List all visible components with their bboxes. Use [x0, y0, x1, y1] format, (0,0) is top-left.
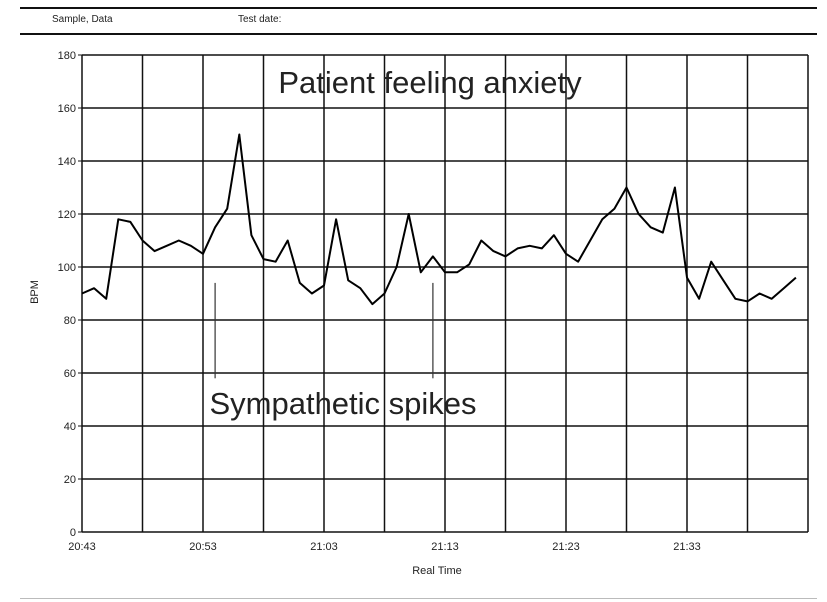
y-tick-label: 0: [70, 527, 76, 539]
header-top-rule: [20, 7, 817, 9]
footer-rule: [20, 598, 817, 599]
y-tick-label: 40: [64, 421, 76, 433]
y-tick-label: 180: [58, 50, 76, 62]
x-tick-label: 21:23: [552, 541, 580, 553]
chart-grid: [81, 54, 809, 533]
x-tick-label: 21:33: [673, 541, 701, 553]
y-tick-label: 120: [58, 209, 76, 221]
sample-label: Sample, Data: [52, 14, 113, 25]
y-tick-label: 160: [58, 103, 76, 115]
x-tick-label: 21:13: [431, 541, 459, 553]
header-bottom-rule: [20, 33, 817, 35]
test-date-label: Test date:: [238, 14, 282, 25]
y-tick-label: 100: [58, 262, 76, 274]
x-axis: 20:43 20:53 21:03 21:13 21:23 21:33: [68, 541, 701, 553]
x-tick-label: 20:53: [189, 541, 217, 553]
annotation-markers: [214, 282, 434, 379]
y-tick-label: 140: [58, 156, 76, 168]
y-tick-label: 60: [64, 368, 76, 380]
anxiety-annotation: Patient feeling anxiety: [278, 65, 582, 100]
bpm-series-line: [81, 133, 797, 306]
y-tick-label: 80: [64, 315, 76, 327]
y-axis-label: BPM: [29, 280, 41, 304]
y-axis: 0 20 40 60 80 100 120 140 160 180: [58, 50, 82, 539]
x-tick-label: 20:43: [68, 541, 96, 553]
x-tick-label: 21:03: [310, 541, 338, 553]
x-axis-label: Real Time: [412, 565, 462, 577]
y-tick-label: 20: [64, 474, 76, 486]
spikes-annotation: Sympathetic spikes: [209, 386, 476, 421]
